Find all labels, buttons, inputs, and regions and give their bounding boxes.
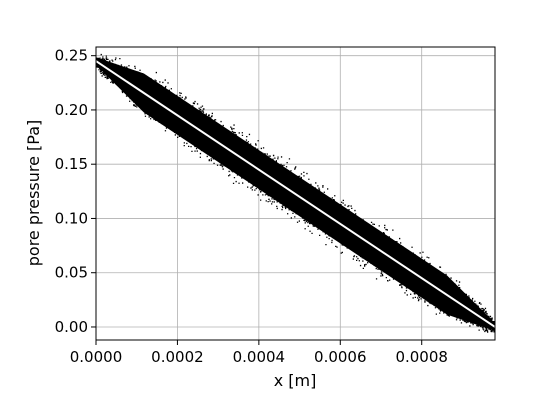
grid-lines [95, 47, 495, 340]
y-tick-label: 0.25 [55, 47, 88, 65]
y-tick-label: 0.00 [55, 318, 88, 336]
x-tick-label: 0.0008 [395, 348, 448, 366]
trend-line [96, 60, 495, 328]
x-tick-label: 0.0000 [70, 348, 123, 366]
y-tick-label: 0.20 [55, 101, 88, 119]
x-tick-label: 0.0002 [151, 348, 204, 366]
y-tick-label: 0.15 [55, 155, 88, 173]
x-tick-label: 0.0006 [314, 348, 367, 366]
x-axis-ticks: 0.0000 0.0002 0.0004 0.0006 0.0008 [70, 340, 448, 366]
plot-frame [95, 46, 496, 341]
x-tick-label: 0.0004 [233, 348, 286, 366]
y-tick-label: 0.10 [55, 209, 88, 227]
y-tick-label: 0.05 [55, 264, 88, 282]
y-axis-label: pore pressure [Pa] [24, 120, 43, 267]
x-axis-label: x [m] [274, 371, 317, 390]
y-axis-ticks: 0.00 0.05 0.10 0.15 0.20 0.25 [55, 47, 96, 336]
